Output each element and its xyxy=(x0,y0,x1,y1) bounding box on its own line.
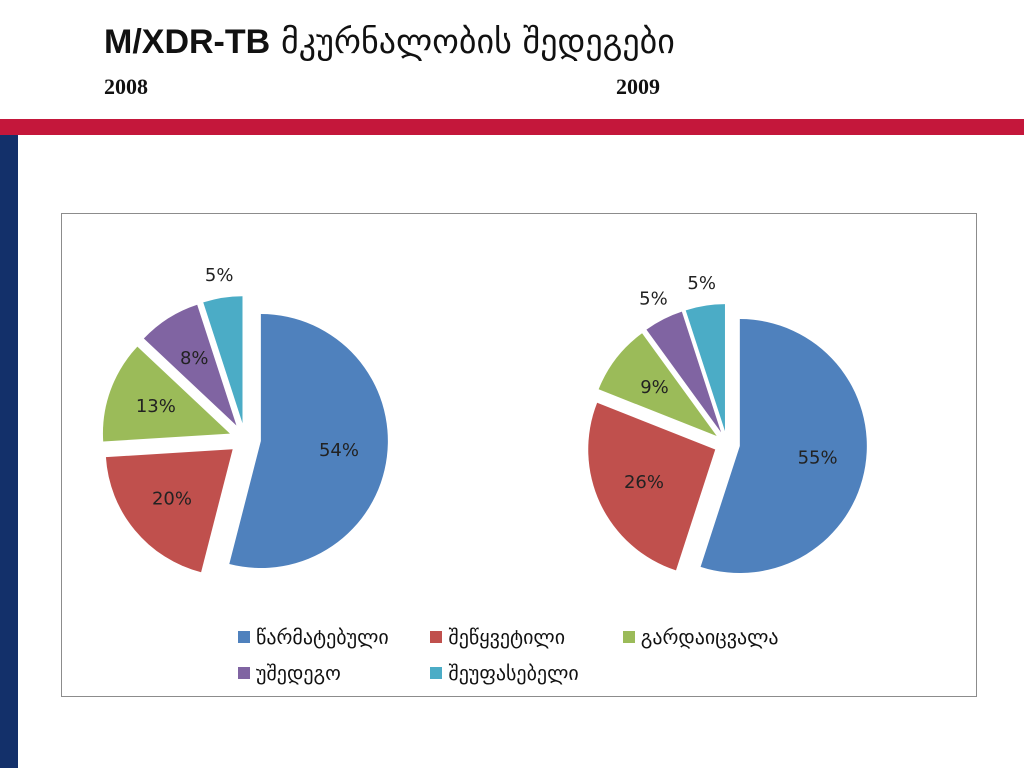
pie2-label-not-evaluated: 5% xyxy=(687,273,716,294)
chart-legend: წარმატებული შეწყვეტილი გარდაიცვალა უშედე… xyxy=(238,619,938,691)
pie1-slice-failure xyxy=(143,304,237,426)
legend-label: უშედეგო xyxy=(256,661,341,685)
legend-swatch xyxy=(430,631,443,643)
pie2-label-success: 55% xyxy=(798,447,838,468)
title-georgian: მკურნალობის შედეგები xyxy=(281,22,675,62)
pie2-label-interrupted: 26% xyxy=(624,472,664,493)
legend-swatch xyxy=(238,631,250,643)
pie2-label-died: 9% xyxy=(640,377,669,398)
legend-label: შეწყვეტილი xyxy=(448,625,566,649)
pie1-slice-interrupted xyxy=(105,449,233,573)
pie1-slice-died xyxy=(102,346,230,442)
legend-swatch xyxy=(622,631,635,643)
pie2-slice-died xyxy=(598,333,717,437)
legend-item-interrupted: შეწყვეტილი xyxy=(430,619,616,655)
pie2-slice-not-evaluated xyxy=(685,304,725,432)
pie1-slice-not-evaluated xyxy=(203,296,243,424)
legend-item-died: გარდაიცვალა xyxy=(622,619,807,655)
pie1-label-not-evaluated: 5% xyxy=(205,265,234,286)
pie1-label-failure: 8% xyxy=(180,348,209,369)
legend-item-not-evaluated: შეუფასებელი xyxy=(430,655,616,691)
pie1-label-died: 13% xyxy=(136,396,176,417)
legend-label: შეუფასებელი xyxy=(448,661,579,685)
legend-swatch xyxy=(430,667,443,679)
legend-label: წარმატებული xyxy=(256,625,389,649)
pie2-label-failure: 5% xyxy=(639,289,668,310)
pie1-slice-success xyxy=(229,314,388,569)
slide-title: M/XDR-TB მკურნალობის შედეგები xyxy=(104,22,675,62)
legend-swatch xyxy=(238,667,250,679)
chart-area: 54% 20% 13% 8% 5% 55% 26% 9% 5% 5% წარმატებული შე… xyxy=(61,213,977,697)
legend-item-success: წარმატებული xyxy=(238,619,424,655)
year-2009: 2009 xyxy=(616,74,660,99)
title-latin: M/XDR-TB xyxy=(104,23,271,61)
pie1-label-interrupted: 20% xyxy=(152,488,192,509)
pie1-label-success: 54% xyxy=(319,440,359,461)
legend-label: გარდაიცვალა xyxy=(640,625,779,649)
year-2008: 2008 xyxy=(104,74,148,99)
pie2-slice-interrupted xyxy=(588,402,716,571)
header-red-band xyxy=(0,119,1024,135)
left-accent-bar xyxy=(0,135,18,768)
pie-charts: 54% 20% 13% 8% 5% 55% 26% 9% 5% 5% xyxy=(102,265,867,574)
pie2-slice-failure xyxy=(646,311,722,433)
legend-item-failure: უშედეგო xyxy=(238,655,424,691)
pie2-slice-success xyxy=(700,319,867,574)
